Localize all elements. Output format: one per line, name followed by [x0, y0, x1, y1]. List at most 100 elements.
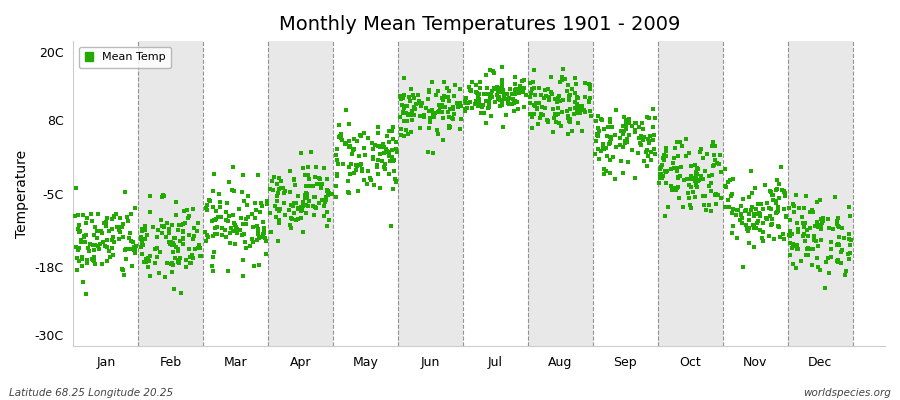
Point [652, 180, 667, 186]
Point [282, 206, 296, 213]
Point [646, 146, 661, 152]
Point [789, 242, 804, 248]
Point [381, 149, 395, 156]
Point [658, 213, 672, 220]
Point [475, 104, 490, 110]
Point [616, 144, 630, 150]
Point [287, 177, 302, 183]
Point [804, 246, 818, 252]
Point [361, 168, 375, 174]
Point [824, 254, 838, 260]
Point [71, 258, 86, 264]
Bar [268, 41, 333, 346]
Point [550, 95, 564, 101]
Point [349, 163, 364, 170]
Point [253, 209, 267, 216]
Point [206, 254, 220, 260]
Point [398, 103, 412, 110]
Point [670, 153, 685, 160]
Point [137, 258, 151, 265]
Point [296, 202, 310, 209]
Point [76, 212, 91, 218]
Point [792, 205, 806, 211]
Point [374, 150, 388, 157]
Point [770, 209, 785, 215]
Point [90, 228, 104, 234]
Point [572, 102, 587, 109]
Point [380, 148, 394, 154]
Point [682, 195, 697, 202]
Point [331, 161, 346, 168]
Point [633, 124, 647, 130]
Point [373, 144, 387, 151]
Point [589, 138, 603, 144]
Point [393, 92, 408, 99]
Point [794, 258, 808, 264]
Point [814, 224, 828, 230]
Point [394, 102, 409, 108]
Point [99, 219, 113, 226]
Point [603, 140, 617, 146]
Point [269, 181, 284, 187]
Point [700, 151, 715, 157]
Point [689, 182, 704, 188]
Point [590, 112, 605, 119]
Point [122, 230, 137, 236]
Point [647, 132, 662, 139]
Point [199, 205, 213, 212]
Point [501, 101, 516, 108]
Point [592, 128, 607, 134]
Point [459, 94, 473, 101]
Point [256, 231, 270, 238]
Point [597, 171, 611, 178]
Point [570, 106, 584, 112]
Point [251, 226, 266, 232]
Point [560, 88, 574, 94]
Point [482, 95, 497, 101]
Point [118, 188, 132, 195]
Point [801, 252, 815, 258]
Point [227, 188, 241, 194]
Point [619, 126, 634, 132]
Point [435, 102, 449, 108]
Point [212, 191, 226, 198]
Point [761, 205, 776, 211]
Point [236, 220, 250, 227]
Point [552, 92, 566, 99]
Point [711, 192, 725, 199]
Point [803, 209, 817, 216]
Point [549, 112, 563, 118]
Point [289, 200, 303, 206]
Point [223, 240, 238, 246]
Point [778, 213, 793, 219]
Point [390, 148, 404, 155]
Point [770, 176, 784, 183]
Point [389, 178, 403, 184]
Point [334, 131, 348, 137]
Point [472, 96, 486, 102]
Point [415, 100, 429, 106]
Point [528, 92, 543, 99]
Point [598, 168, 613, 174]
Point [100, 244, 114, 251]
Point [405, 116, 419, 123]
Point [100, 215, 114, 221]
Point [382, 139, 396, 145]
Point [248, 207, 263, 214]
Point [347, 135, 362, 142]
Point [135, 241, 149, 247]
Point [299, 183, 313, 190]
Point [729, 212, 743, 218]
Point [664, 182, 679, 189]
Point [571, 94, 585, 100]
Point [682, 150, 697, 157]
Point [293, 215, 308, 222]
Point [750, 220, 764, 227]
Point [805, 207, 819, 213]
Point [417, 112, 431, 119]
Point [806, 208, 820, 215]
Point [474, 110, 489, 116]
Point [284, 214, 298, 221]
Point [563, 116, 578, 122]
Point [428, 110, 442, 116]
